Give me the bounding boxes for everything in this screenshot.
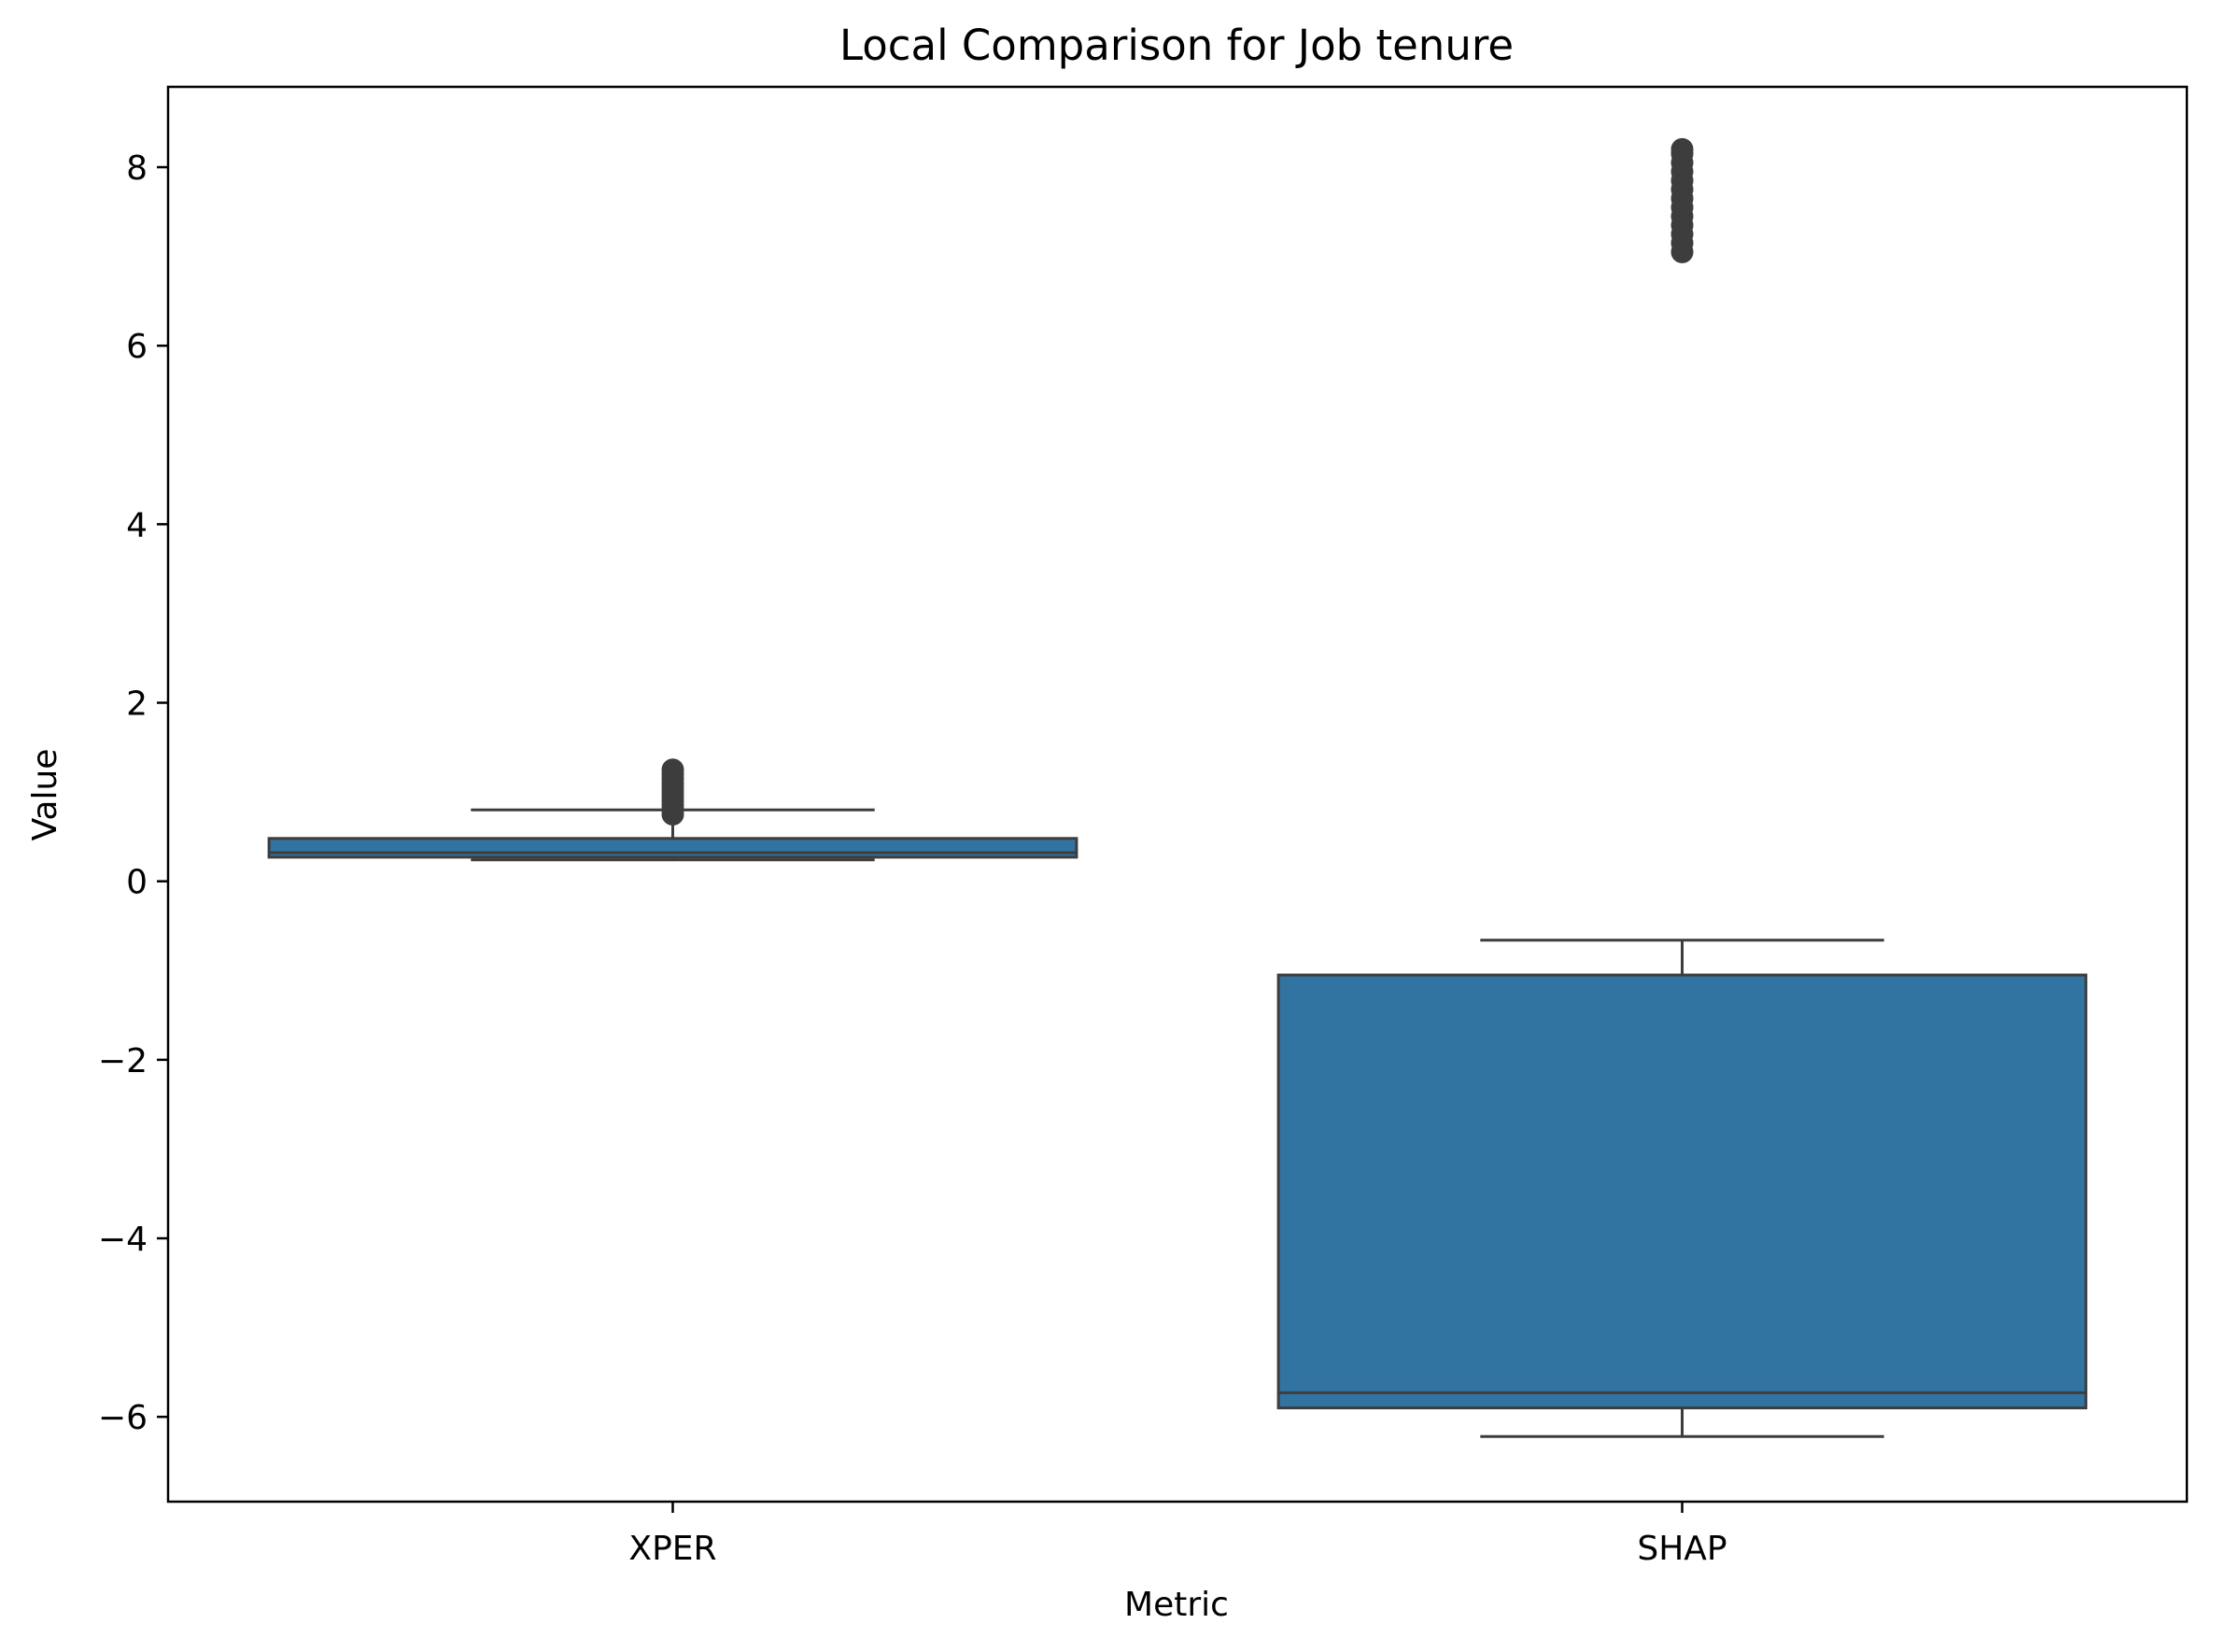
- box-iqr-xper: [267, 837, 1078, 859]
- y-tick-label: 2: [126, 685, 148, 724]
- y-tick-label: 0: [126, 864, 148, 902]
- y-tick-label: −6: [98, 1399, 148, 1437]
- y-tick-label: 4: [126, 506, 148, 544]
- x-axis-label: Metric: [1124, 1586, 1229, 1624]
- outlier-point-shap: [1670, 137, 1694, 161]
- y-tick-label: 8: [126, 149, 148, 188]
- y-tick-label: 6: [126, 328, 148, 366]
- x-tick-label-shap: SHAP: [1637, 1530, 1727, 1568]
- y-tick-label: −4: [98, 1221, 148, 1259]
- x-tick-label-xper: XPER: [628, 1530, 716, 1568]
- plot-area: [267, 137, 2088, 1438]
- box-group-xper: [267, 758, 1078, 862]
- y-axis-label: Value: [26, 749, 64, 841]
- plot-frame: [166, 85, 2189, 1504]
- y-axis: −6 −4 −2 0 2 4 6 8: [98, 149, 168, 1437]
- outlier-point-xper: [661, 758, 684, 782]
- x-axis: XPER SHAP: [628, 1502, 1727, 1568]
- chart-title: Local Comparison for Job tenure: [839, 21, 1514, 70]
- y-tick-label: −2: [98, 1042, 148, 1080]
- box-iqr-shap: [1276, 973, 2088, 1410]
- box-group-shap: [1276, 137, 2088, 1438]
